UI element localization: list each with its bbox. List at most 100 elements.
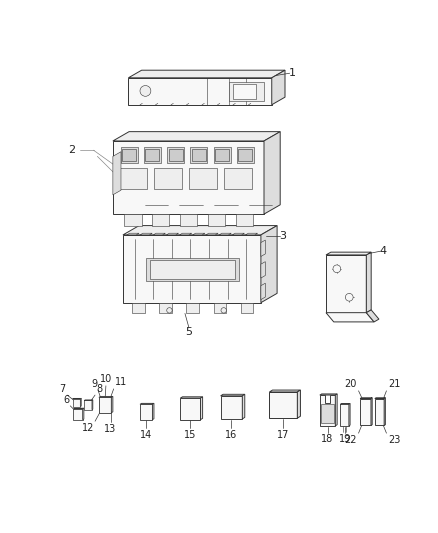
Polygon shape bbox=[384, 398, 385, 425]
Polygon shape bbox=[152, 214, 170, 227]
Polygon shape bbox=[206, 233, 218, 235]
Text: 18: 18 bbox=[321, 434, 334, 445]
Polygon shape bbox=[375, 398, 385, 399]
Polygon shape bbox=[237, 147, 254, 163]
Text: 12: 12 bbox=[82, 423, 94, 433]
Polygon shape bbox=[123, 225, 277, 235]
Polygon shape bbox=[261, 240, 265, 256]
Polygon shape bbox=[113, 152, 121, 195]
Polygon shape bbox=[92, 400, 93, 410]
Text: 8: 8 bbox=[97, 384, 103, 393]
Polygon shape bbox=[269, 392, 297, 418]
Polygon shape bbox=[159, 303, 172, 313]
Polygon shape bbox=[128, 78, 272, 105]
Polygon shape bbox=[208, 214, 225, 227]
Text: 6: 6 bbox=[64, 395, 70, 405]
Polygon shape bbox=[80, 398, 81, 407]
Polygon shape bbox=[123, 235, 261, 303]
Text: 13: 13 bbox=[104, 424, 117, 433]
Text: 11: 11 bbox=[115, 377, 127, 387]
Polygon shape bbox=[145, 149, 159, 161]
Text: 9: 9 bbox=[91, 379, 97, 389]
Polygon shape bbox=[128, 70, 285, 78]
Text: 16: 16 bbox=[225, 430, 237, 440]
Text: 17: 17 bbox=[277, 430, 290, 440]
Polygon shape bbox=[154, 168, 182, 189]
Polygon shape bbox=[150, 260, 235, 279]
Polygon shape bbox=[187, 303, 199, 313]
Polygon shape bbox=[242, 394, 245, 419]
Text: 23: 23 bbox=[388, 435, 400, 446]
Polygon shape bbox=[119, 168, 147, 189]
Polygon shape bbox=[233, 84, 256, 99]
Polygon shape bbox=[297, 390, 300, 418]
Text: 7: 7 bbox=[60, 384, 66, 394]
Polygon shape bbox=[144, 147, 161, 163]
Polygon shape bbox=[180, 233, 192, 235]
Polygon shape bbox=[113, 132, 280, 141]
Circle shape bbox=[346, 294, 353, 301]
Polygon shape bbox=[73, 408, 84, 409]
Text: 15: 15 bbox=[184, 430, 197, 440]
Polygon shape bbox=[326, 313, 374, 322]
Polygon shape bbox=[326, 255, 366, 313]
Text: 19: 19 bbox=[339, 434, 351, 445]
Polygon shape bbox=[340, 405, 349, 426]
Polygon shape bbox=[84, 400, 92, 410]
Circle shape bbox=[221, 308, 226, 313]
Polygon shape bbox=[366, 310, 379, 322]
Polygon shape bbox=[113, 141, 264, 214]
Circle shape bbox=[140, 85, 151, 96]
Polygon shape bbox=[241, 303, 253, 313]
Polygon shape bbox=[180, 397, 203, 398]
Text: 5: 5 bbox=[185, 327, 192, 337]
Polygon shape bbox=[214, 303, 226, 313]
Text: 10: 10 bbox=[100, 374, 112, 384]
Polygon shape bbox=[238, 149, 252, 161]
Polygon shape bbox=[366, 252, 371, 313]
Polygon shape bbox=[349, 403, 350, 426]
Polygon shape bbox=[140, 403, 154, 405]
Polygon shape bbox=[166, 233, 179, 235]
Polygon shape bbox=[153, 233, 166, 235]
Polygon shape bbox=[152, 403, 154, 419]
Polygon shape bbox=[99, 398, 111, 413]
Polygon shape bbox=[132, 303, 145, 313]
Polygon shape bbox=[232, 233, 244, 235]
Polygon shape bbox=[201, 397, 203, 419]
Polygon shape bbox=[111, 397, 113, 413]
Polygon shape bbox=[219, 233, 231, 235]
Polygon shape bbox=[229, 82, 264, 101]
Polygon shape bbox=[360, 398, 372, 399]
Polygon shape bbox=[140, 233, 152, 235]
Polygon shape bbox=[73, 399, 80, 407]
Text: 4: 4 bbox=[380, 246, 387, 256]
Polygon shape bbox=[224, 168, 251, 189]
Polygon shape bbox=[261, 225, 277, 303]
Polygon shape bbox=[375, 399, 384, 425]
Polygon shape bbox=[193, 233, 205, 235]
Polygon shape bbox=[167, 147, 184, 163]
Text: 21: 21 bbox=[388, 378, 400, 389]
Polygon shape bbox=[236, 214, 253, 227]
Polygon shape bbox=[269, 390, 300, 392]
Polygon shape bbox=[180, 398, 201, 419]
Polygon shape bbox=[261, 283, 265, 300]
Polygon shape bbox=[221, 396, 242, 419]
Polygon shape bbox=[99, 397, 113, 398]
Text: 14: 14 bbox=[140, 430, 152, 440]
Circle shape bbox=[333, 265, 341, 273]
Polygon shape bbox=[221, 394, 245, 396]
Polygon shape bbox=[140, 405, 152, 419]
Polygon shape bbox=[326, 252, 371, 255]
Polygon shape bbox=[180, 214, 198, 227]
Polygon shape bbox=[124, 214, 141, 227]
Polygon shape bbox=[245, 233, 258, 235]
Polygon shape bbox=[191, 147, 208, 163]
Polygon shape bbox=[215, 149, 229, 161]
Text: 3: 3 bbox=[279, 231, 286, 241]
Polygon shape bbox=[146, 258, 239, 281]
Polygon shape bbox=[321, 405, 334, 423]
Text: 1: 1 bbox=[289, 68, 296, 78]
Circle shape bbox=[167, 308, 172, 313]
